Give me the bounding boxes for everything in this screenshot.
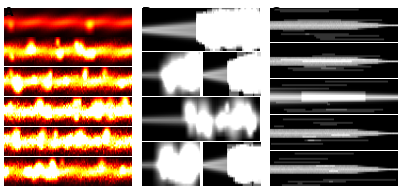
Text: B: B — [142, 6, 152, 19]
Text: A: A — [4, 6, 14, 19]
Text: C: C — [270, 6, 279, 19]
